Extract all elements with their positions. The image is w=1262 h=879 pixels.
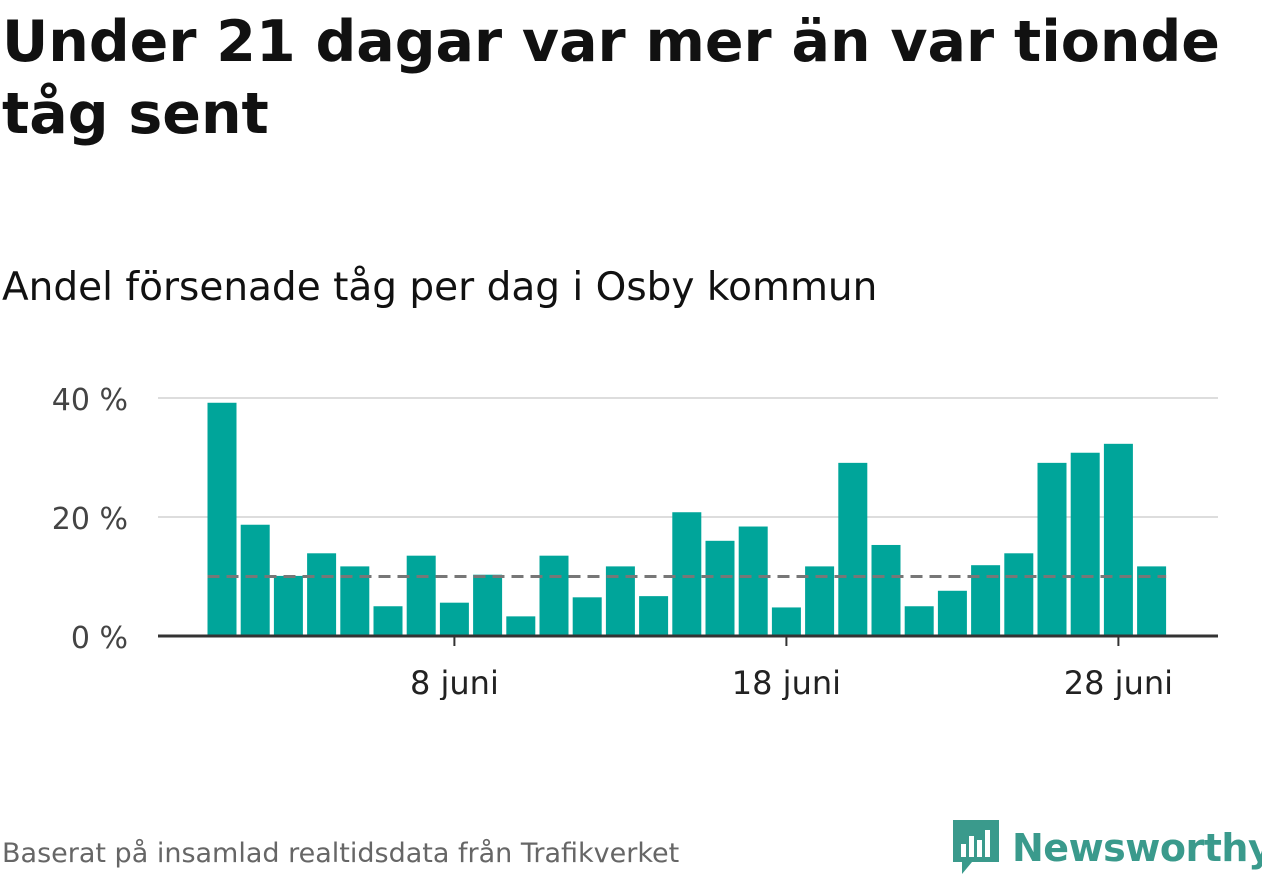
x-tick-label: 28 juni (1064, 664, 1173, 700)
bar (207, 402, 237, 636)
bar (406, 555, 436, 636)
brand-logo: Newsworthy (950, 818, 1262, 878)
bar (904, 606, 934, 636)
bar (738, 526, 768, 636)
y-tick-label: 20 % (52, 502, 128, 537)
bar (1103, 443, 1133, 636)
bar (273, 575, 303, 636)
bar (506, 616, 536, 636)
bar (838, 462, 868, 636)
bar (1070, 452, 1100, 636)
x-axis: 8 juni 18 juni 28 juni (158, 634, 1218, 700)
bar (307, 553, 337, 636)
bar-chart: 0 % 20 % 40 % 8 juni 18 juni 28 juni (52, 383, 1218, 700)
bar (937, 590, 967, 636)
bar (672, 512, 702, 636)
bar (539, 555, 569, 636)
chart-subtitle: Andel försenade tåg per dag i Osby kommu… (2, 265, 878, 310)
bar (1004, 553, 1034, 636)
brand-name: Newsworthy (1012, 826, 1262, 870)
y-axis-tick-labels: 0 % 20 % 40 % (52, 383, 128, 656)
bar (373, 606, 403, 636)
bars (207, 402, 1167, 636)
bar (705, 540, 735, 636)
y-tick-label: 40 % (52, 383, 128, 418)
x-tick-label: 18 juni (732, 664, 841, 700)
x-tick-label: 8 juni (410, 664, 499, 700)
bar (771, 607, 801, 636)
bar (240, 524, 270, 636)
newsworthy-logo-icon (953, 820, 999, 874)
bar (473, 574, 503, 636)
source-note: Baserat på insamlad realtidsdata från Tr… (2, 838, 680, 869)
bar (439, 602, 469, 636)
bar (1037, 462, 1067, 636)
y-tick-label: 0 % (71, 621, 128, 656)
bar (639, 596, 669, 636)
chart-title: Under 21 dagar var mer än var tionde tåg… (2, 9, 1220, 147)
bar (871, 544, 901, 636)
bar (572, 597, 602, 636)
